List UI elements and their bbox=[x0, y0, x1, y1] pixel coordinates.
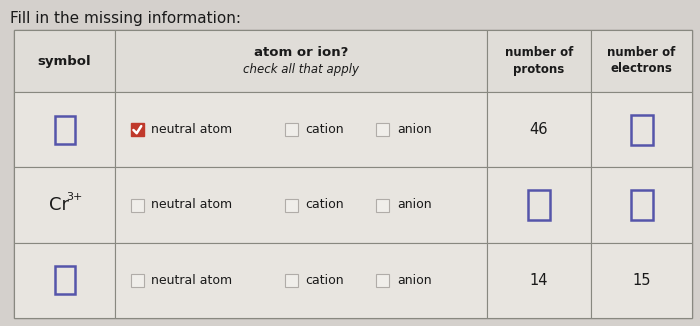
Bar bbox=[631, 115, 652, 145]
Bar bbox=[591, 30, 692, 92]
Text: Cr: Cr bbox=[48, 196, 69, 214]
Bar bbox=[130, 123, 143, 136]
Bar bbox=[55, 266, 74, 294]
Text: neutral atom: neutral atom bbox=[151, 199, 232, 212]
Text: anion: anion bbox=[397, 274, 431, 287]
Text: cation: cation bbox=[306, 199, 344, 212]
Bar bbox=[591, 243, 692, 318]
Bar bbox=[285, 199, 298, 212]
Bar bbox=[487, 92, 591, 167]
Bar bbox=[55, 116, 74, 144]
Bar bbox=[115, 92, 487, 167]
Bar bbox=[14, 167, 115, 243]
Bar bbox=[130, 199, 143, 212]
Bar bbox=[591, 92, 692, 167]
Bar bbox=[377, 199, 389, 212]
Bar bbox=[115, 30, 487, 92]
Text: cation: cation bbox=[306, 274, 344, 287]
Bar bbox=[130, 274, 143, 287]
Text: check all that apply: check all that apply bbox=[243, 64, 359, 77]
Text: electrons: electrons bbox=[610, 63, 673, 76]
Text: 3+: 3+ bbox=[66, 192, 83, 202]
Text: neutral atom: neutral atom bbox=[151, 123, 232, 136]
Bar bbox=[285, 274, 298, 287]
Text: anion: anion bbox=[397, 199, 431, 212]
Text: anion: anion bbox=[397, 123, 431, 136]
Text: number of: number of bbox=[505, 47, 573, 60]
Bar bbox=[285, 123, 298, 136]
Bar bbox=[591, 167, 692, 243]
Text: 46: 46 bbox=[530, 122, 548, 137]
Bar bbox=[487, 167, 591, 243]
Text: 14: 14 bbox=[530, 273, 548, 288]
Text: atom or ion?: atom or ion? bbox=[254, 46, 348, 58]
Bar bbox=[377, 274, 389, 287]
Bar bbox=[14, 243, 115, 318]
Text: protons: protons bbox=[513, 63, 565, 76]
Text: number of: number of bbox=[608, 47, 676, 60]
Text: symbol: symbol bbox=[38, 54, 91, 67]
Bar bbox=[115, 167, 487, 243]
Text: neutral atom: neutral atom bbox=[151, 274, 232, 287]
Bar bbox=[115, 243, 487, 318]
Bar bbox=[14, 30, 692, 318]
Text: 15: 15 bbox=[632, 273, 651, 288]
Bar bbox=[487, 30, 591, 92]
Bar bbox=[14, 30, 115, 92]
Bar bbox=[14, 92, 115, 167]
Bar bbox=[487, 243, 591, 318]
Bar bbox=[528, 190, 550, 220]
Bar bbox=[377, 123, 389, 136]
Bar bbox=[631, 190, 652, 220]
Text: Fill in the missing information:: Fill in the missing information: bbox=[10, 10, 241, 25]
Text: cation: cation bbox=[306, 123, 344, 136]
